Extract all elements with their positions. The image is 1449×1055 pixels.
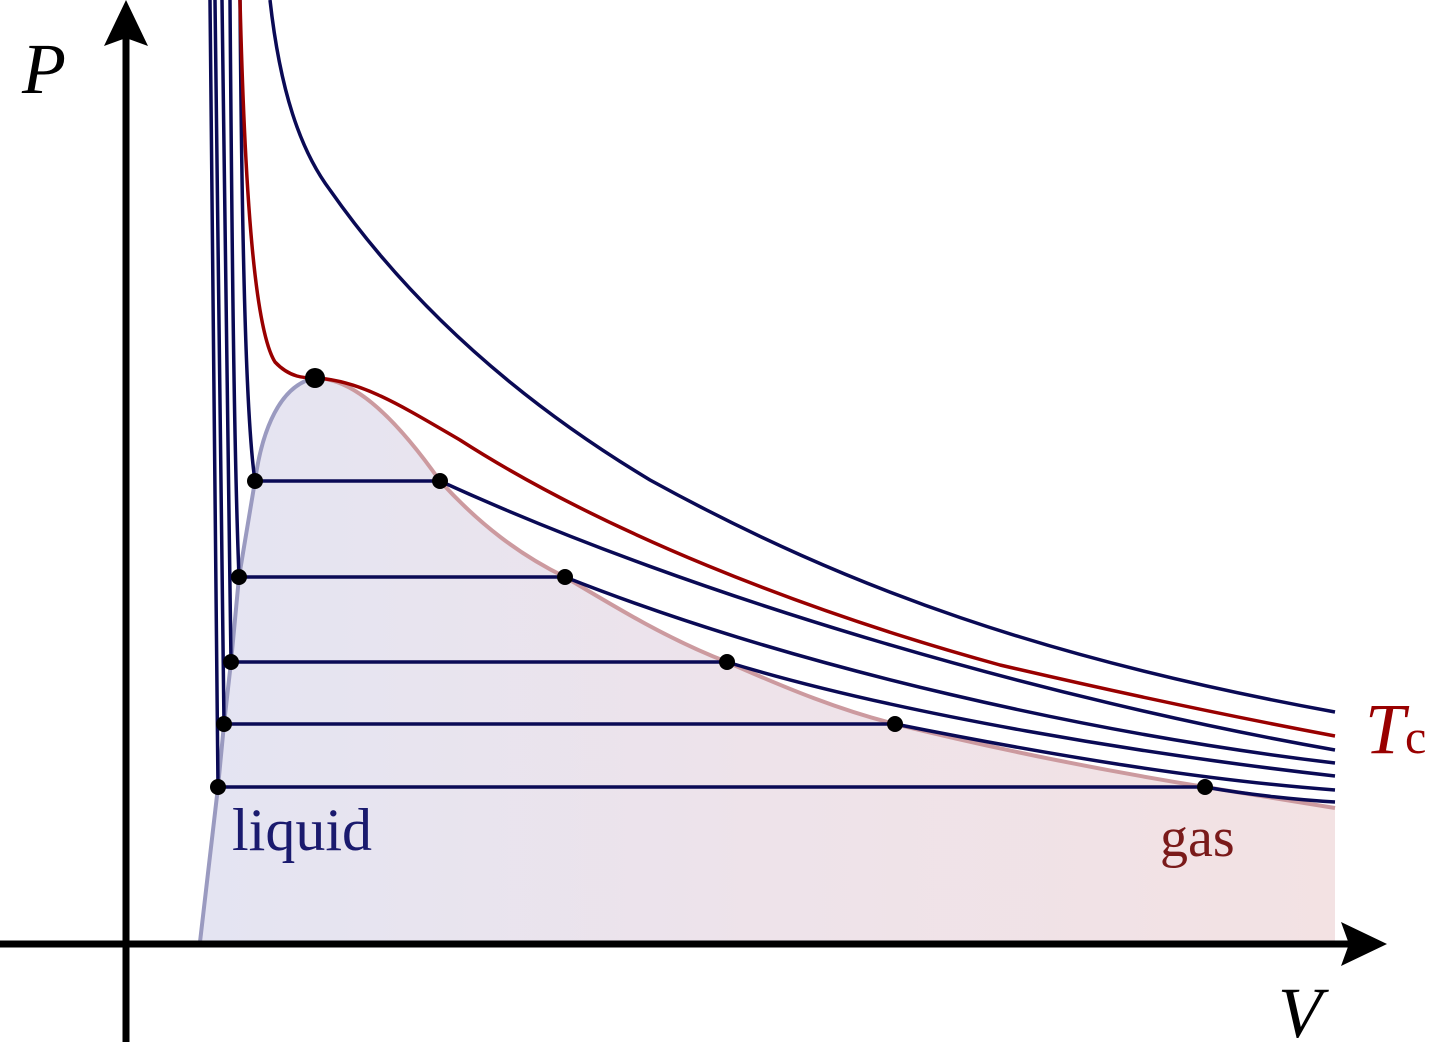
- gas-point: [557, 569, 573, 585]
- x-axis-label: V: [1278, 973, 1322, 1053]
- tc-subscript: c: [1405, 711, 1427, 764]
- y-axis-label: P: [22, 29, 66, 109]
- critical-isotherm: [238, 0, 1336, 738]
- critical-point: [305, 368, 325, 388]
- gas-point: [432, 473, 448, 489]
- coexistence-curve-gas: [314, 376, 1336, 810]
- gas-point: [1197, 779, 1213, 795]
- tc-main: T: [1365, 689, 1406, 769]
- x-axis-arrow-icon: [1341, 922, 1387, 966]
- y-axis-arrow-icon: [104, 0, 148, 46]
- liquid-point: [231, 569, 247, 585]
- liquid-point: [247, 473, 263, 489]
- critical-temperature-label: Tc: [1365, 688, 1426, 771]
- gas-point: [719, 654, 735, 670]
- coexistence-region: [200, 378, 1335, 942]
- isotherm-5: [238, 0, 1336, 752]
- isotherm-2: [213, 0, 1336, 792]
- isotherm-1: [208, 0, 1336, 804]
- liquid-point: [223, 654, 239, 670]
- isotherm-4: [228, 0, 1336, 765]
- gas-point: [887, 716, 903, 732]
- liquid-label: liquid: [232, 797, 373, 863]
- liquid-point: [210, 779, 226, 795]
- isotherm-high: [268, 0, 1336, 714]
- gas-label: gas: [1160, 807, 1235, 869]
- liquid-point: [216, 716, 232, 732]
